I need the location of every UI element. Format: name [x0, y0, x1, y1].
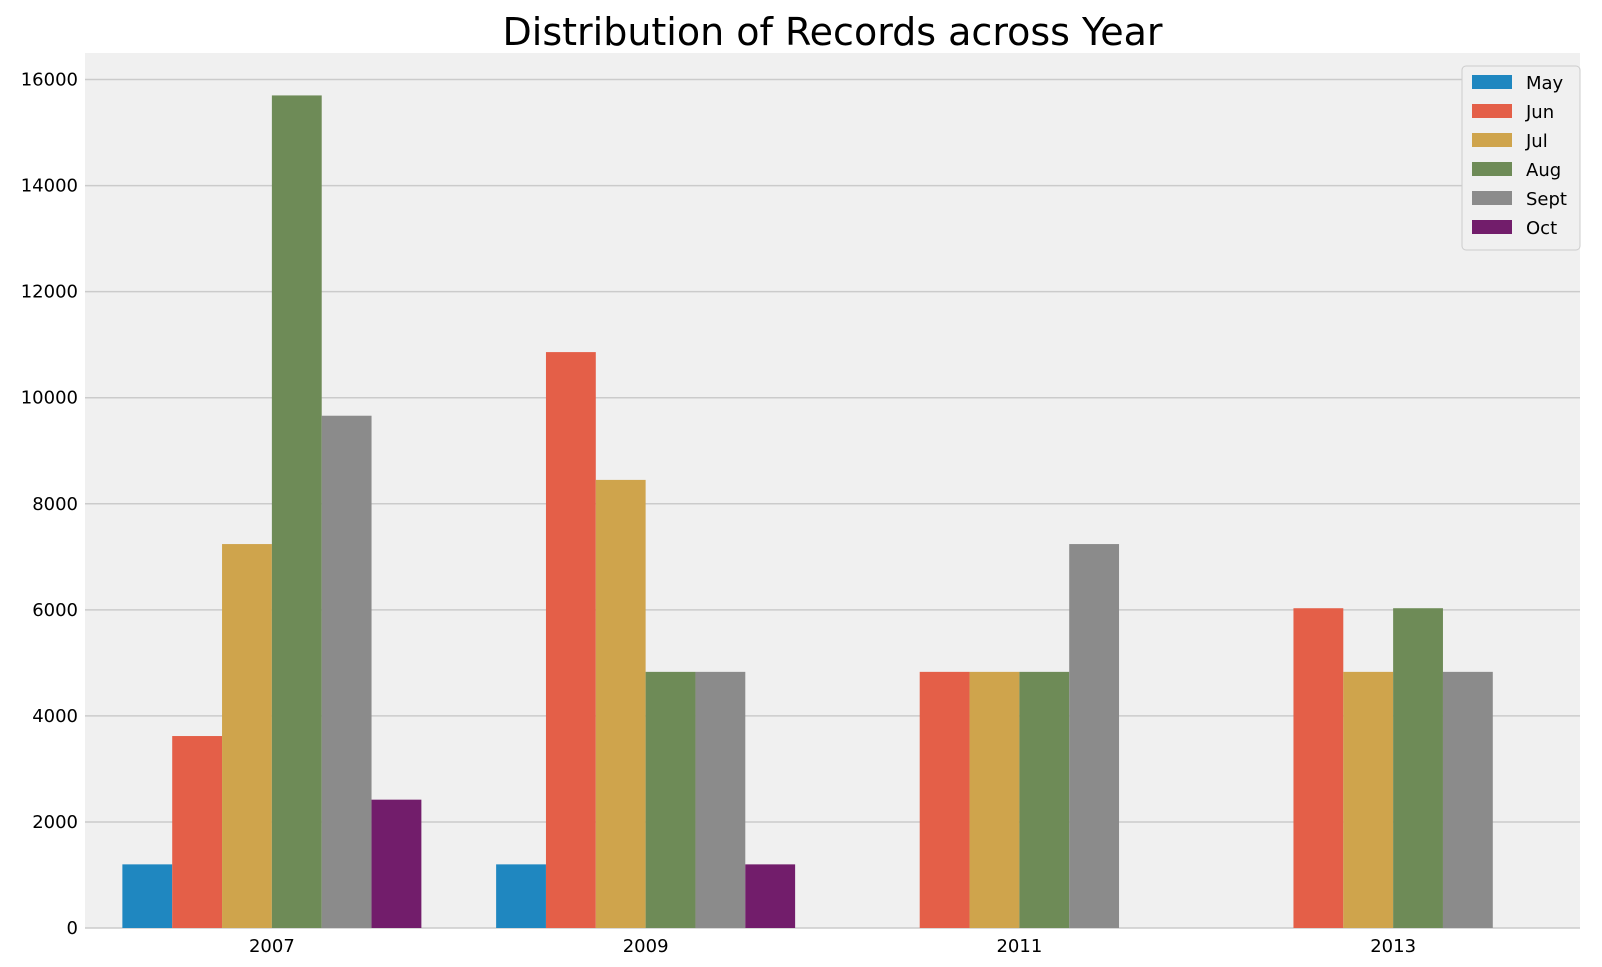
legend-label: Aug	[1526, 160, 1561, 181]
x-axis-ticks: 2007 2009 2011 2013	[249, 936, 1416, 957]
y-tick-label: 8000	[32, 494, 78, 515]
bar	[371, 799, 422, 928]
legend-swatch	[1472, 75, 1512, 89]
bar	[745, 864, 796, 928]
legend-swatch	[1472, 220, 1512, 234]
bar	[1293, 608, 1344, 928]
bar	[1442, 671, 1493, 928]
bar	[545, 352, 596, 928]
x-tick-label: 2011	[996, 936, 1042, 957]
legend-swatch	[1472, 104, 1512, 118]
bar	[645, 671, 696, 928]
bars	[122, 95, 1493, 928]
legend-label: May	[1526, 73, 1564, 94]
bar	[919, 671, 970, 928]
y-tick-label: 0	[67, 918, 78, 939]
bar	[496, 864, 546, 928]
bar	[1393, 608, 1443, 928]
bar	[122, 864, 173, 928]
legend-label: Jul	[1525, 131, 1548, 152]
legend: May Jun Jul Aug Sept Oct	[1461, 65, 1581, 251]
bar	[1343, 671, 1394, 928]
y-tick-label: 16000	[21, 70, 78, 91]
bar	[172, 736, 223, 928]
y-tick-label: 2000	[32, 812, 78, 833]
bar	[321, 415, 372, 928]
bar	[222, 544, 272, 928]
x-tick-label: 2013	[1370, 936, 1416, 957]
chart-title: Distribution of Records across Year	[503, 10, 1163, 54]
y-tick-label: 10000	[21, 388, 78, 409]
bar	[969, 671, 1020, 928]
bar	[1019, 671, 1070, 928]
legend-label: Sept	[1526, 189, 1567, 210]
y-tick-label: 12000	[21, 282, 78, 303]
legend-swatch	[1472, 162, 1512, 176]
bar	[271, 95, 322, 928]
x-tick-label: 2009	[623, 936, 669, 957]
y-axis-ticks: 0 2000 4000 6000 8000 10000 12000 14000 16000	[21, 70, 78, 939]
legend-swatch	[1472, 191, 1512, 205]
y-tick-label: 14000	[21, 176, 78, 197]
bar	[595, 479, 646, 928]
y-tick-label: 6000	[32, 600, 78, 621]
x-tick-label: 2007	[249, 936, 295, 957]
legend-label: Jun	[1525, 102, 1554, 123]
legend-swatch	[1472, 133, 1512, 147]
legend-label: Oct	[1526, 218, 1557, 239]
bar	[695, 671, 746, 928]
bar	[1069, 544, 1120, 928]
y-tick-label: 4000	[32, 706, 78, 727]
